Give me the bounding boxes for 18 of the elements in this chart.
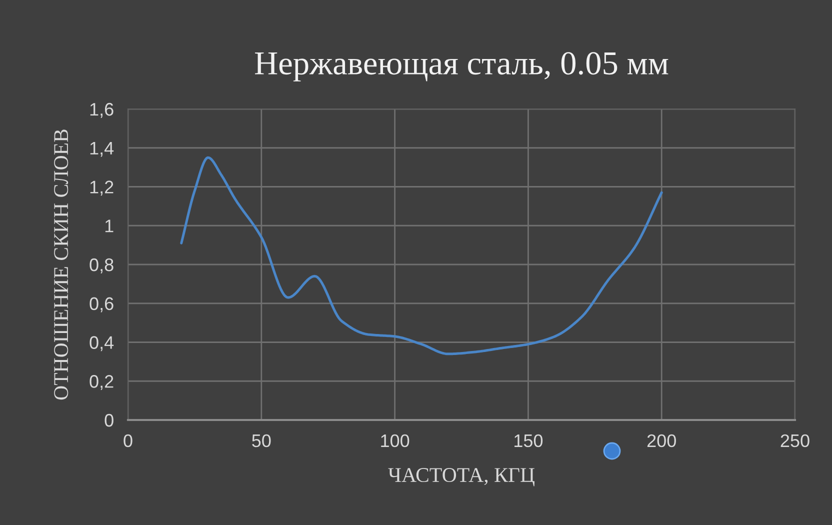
x-tick-label: 50 xyxy=(252,434,271,448)
y-tick-label: 0 xyxy=(104,414,114,427)
y-tick-label: 1,4 xyxy=(90,142,114,157)
y-tick-label: 1,6 xyxy=(90,102,114,118)
y-axis-title: ОТНОШЕНИЕ СКИН СЛОЕВ xyxy=(54,130,68,400)
x-tick-label: 0 xyxy=(124,434,132,448)
y-tick-label: 0,4 xyxy=(90,336,114,352)
chart-title: Нержавеющая сталь, 0.05 мм xyxy=(254,52,668,82)
y-tick-label: 0,8 xyxy=(90,258,114,274)
y-tick-label: 1 xyxy=(105,220,114,232)
x-axis-title: ЧАСТОТА, КГЦ xyxy=(388,468,534,486)
y-tick-label: 0,6 xyxy=(90,297,114,312)
x-tick-label: 200 xyxy=(647,434,676,448)
y-tick-label: 0,2 xyxy=(90,375,114,390)
x-tick-label: 250 xyxy=(780,434,810,448)
x-tick-label: 100 xyxy=(381,434,410,448)
x-tick-label: 150 xyxy=(514,434,543,448)
y-tick-label: 1,2 xyxy=(90,180,114,196)
